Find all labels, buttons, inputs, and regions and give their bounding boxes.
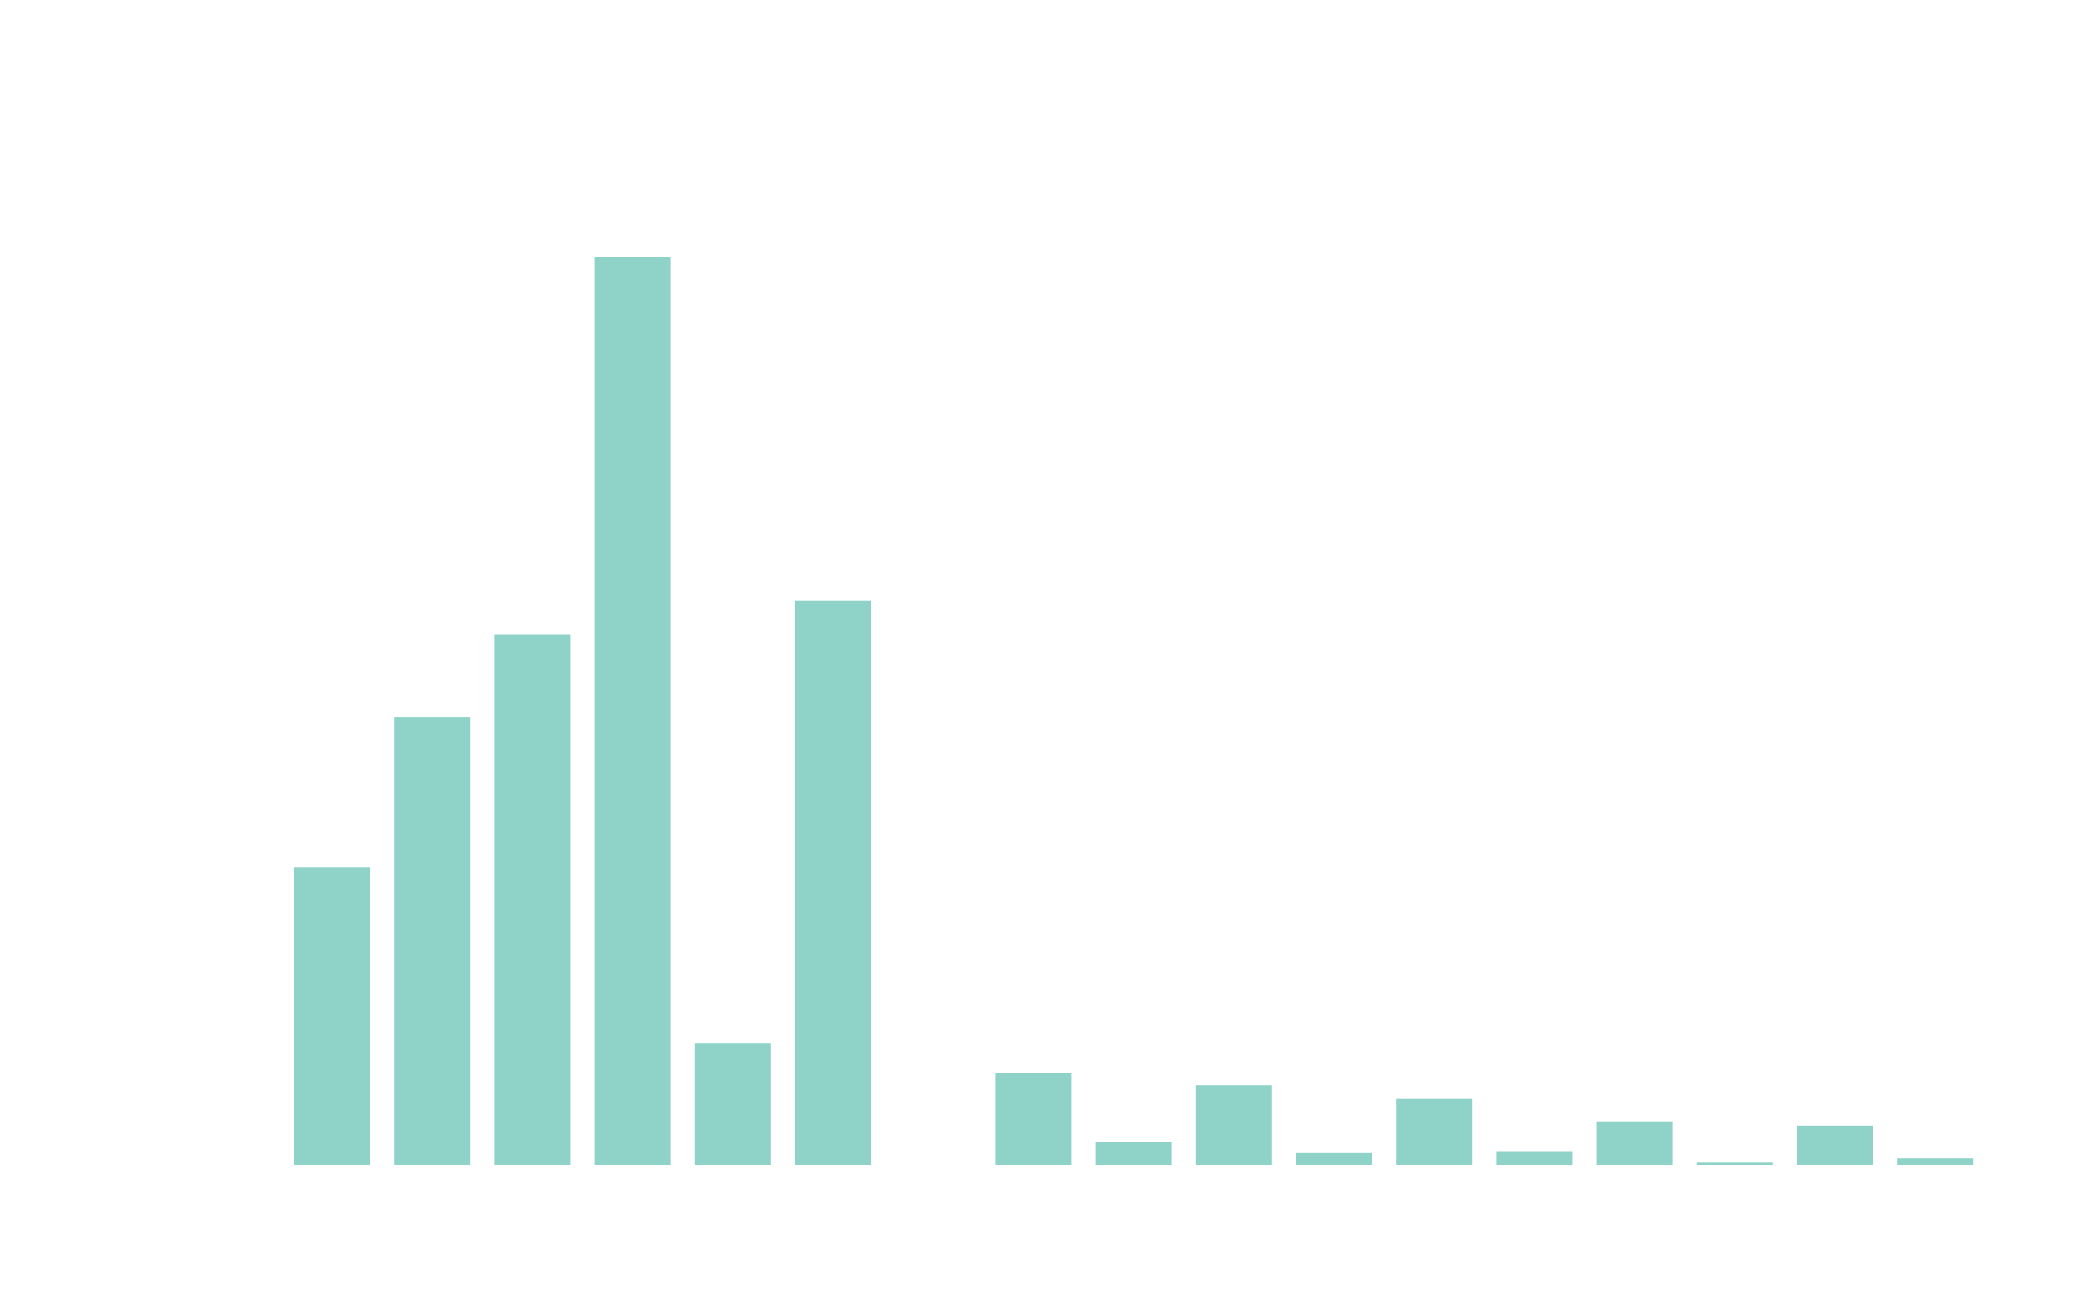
bar-12 bbox=[1396, 1098, 1473, 1165]
bar-8 bbox=[995, 1073, 1072, 1165]
bar-16 bbox=[1797, 1125, 1873, 1165]
bar-9 bbox=[1095, 1142, 1172, 1165]
bar-11 bbox=[1296, 1152, 1372, 1165]
bar-4 bbox=[594, 257, 671, 1165]
bar-15 bbox=[1696, 1162, 1773, 1165]
bar-2 bbox=[394, 717, 471, 1165]
bar-10 bbox=[1195, 1085, 1272, 1165]
bar-13 bbox=[1496, 1151, 1573, 1165]
bars-group bbox=[294, 257, 1974, 1165]
bar-17 bbox=[1897, 1158, 1974, 1165]
bar-6 bbox=[795, 600, 871, 1165]
bar-3 bbox=[494, 634, 571, 1165]
bar-14 bbox=[1596, 1121, 1673, 1165]
bar-1 bbox=[294, 867, 370, 1165]
bar-5 bbox=[694, 1043, 771, 1165]
